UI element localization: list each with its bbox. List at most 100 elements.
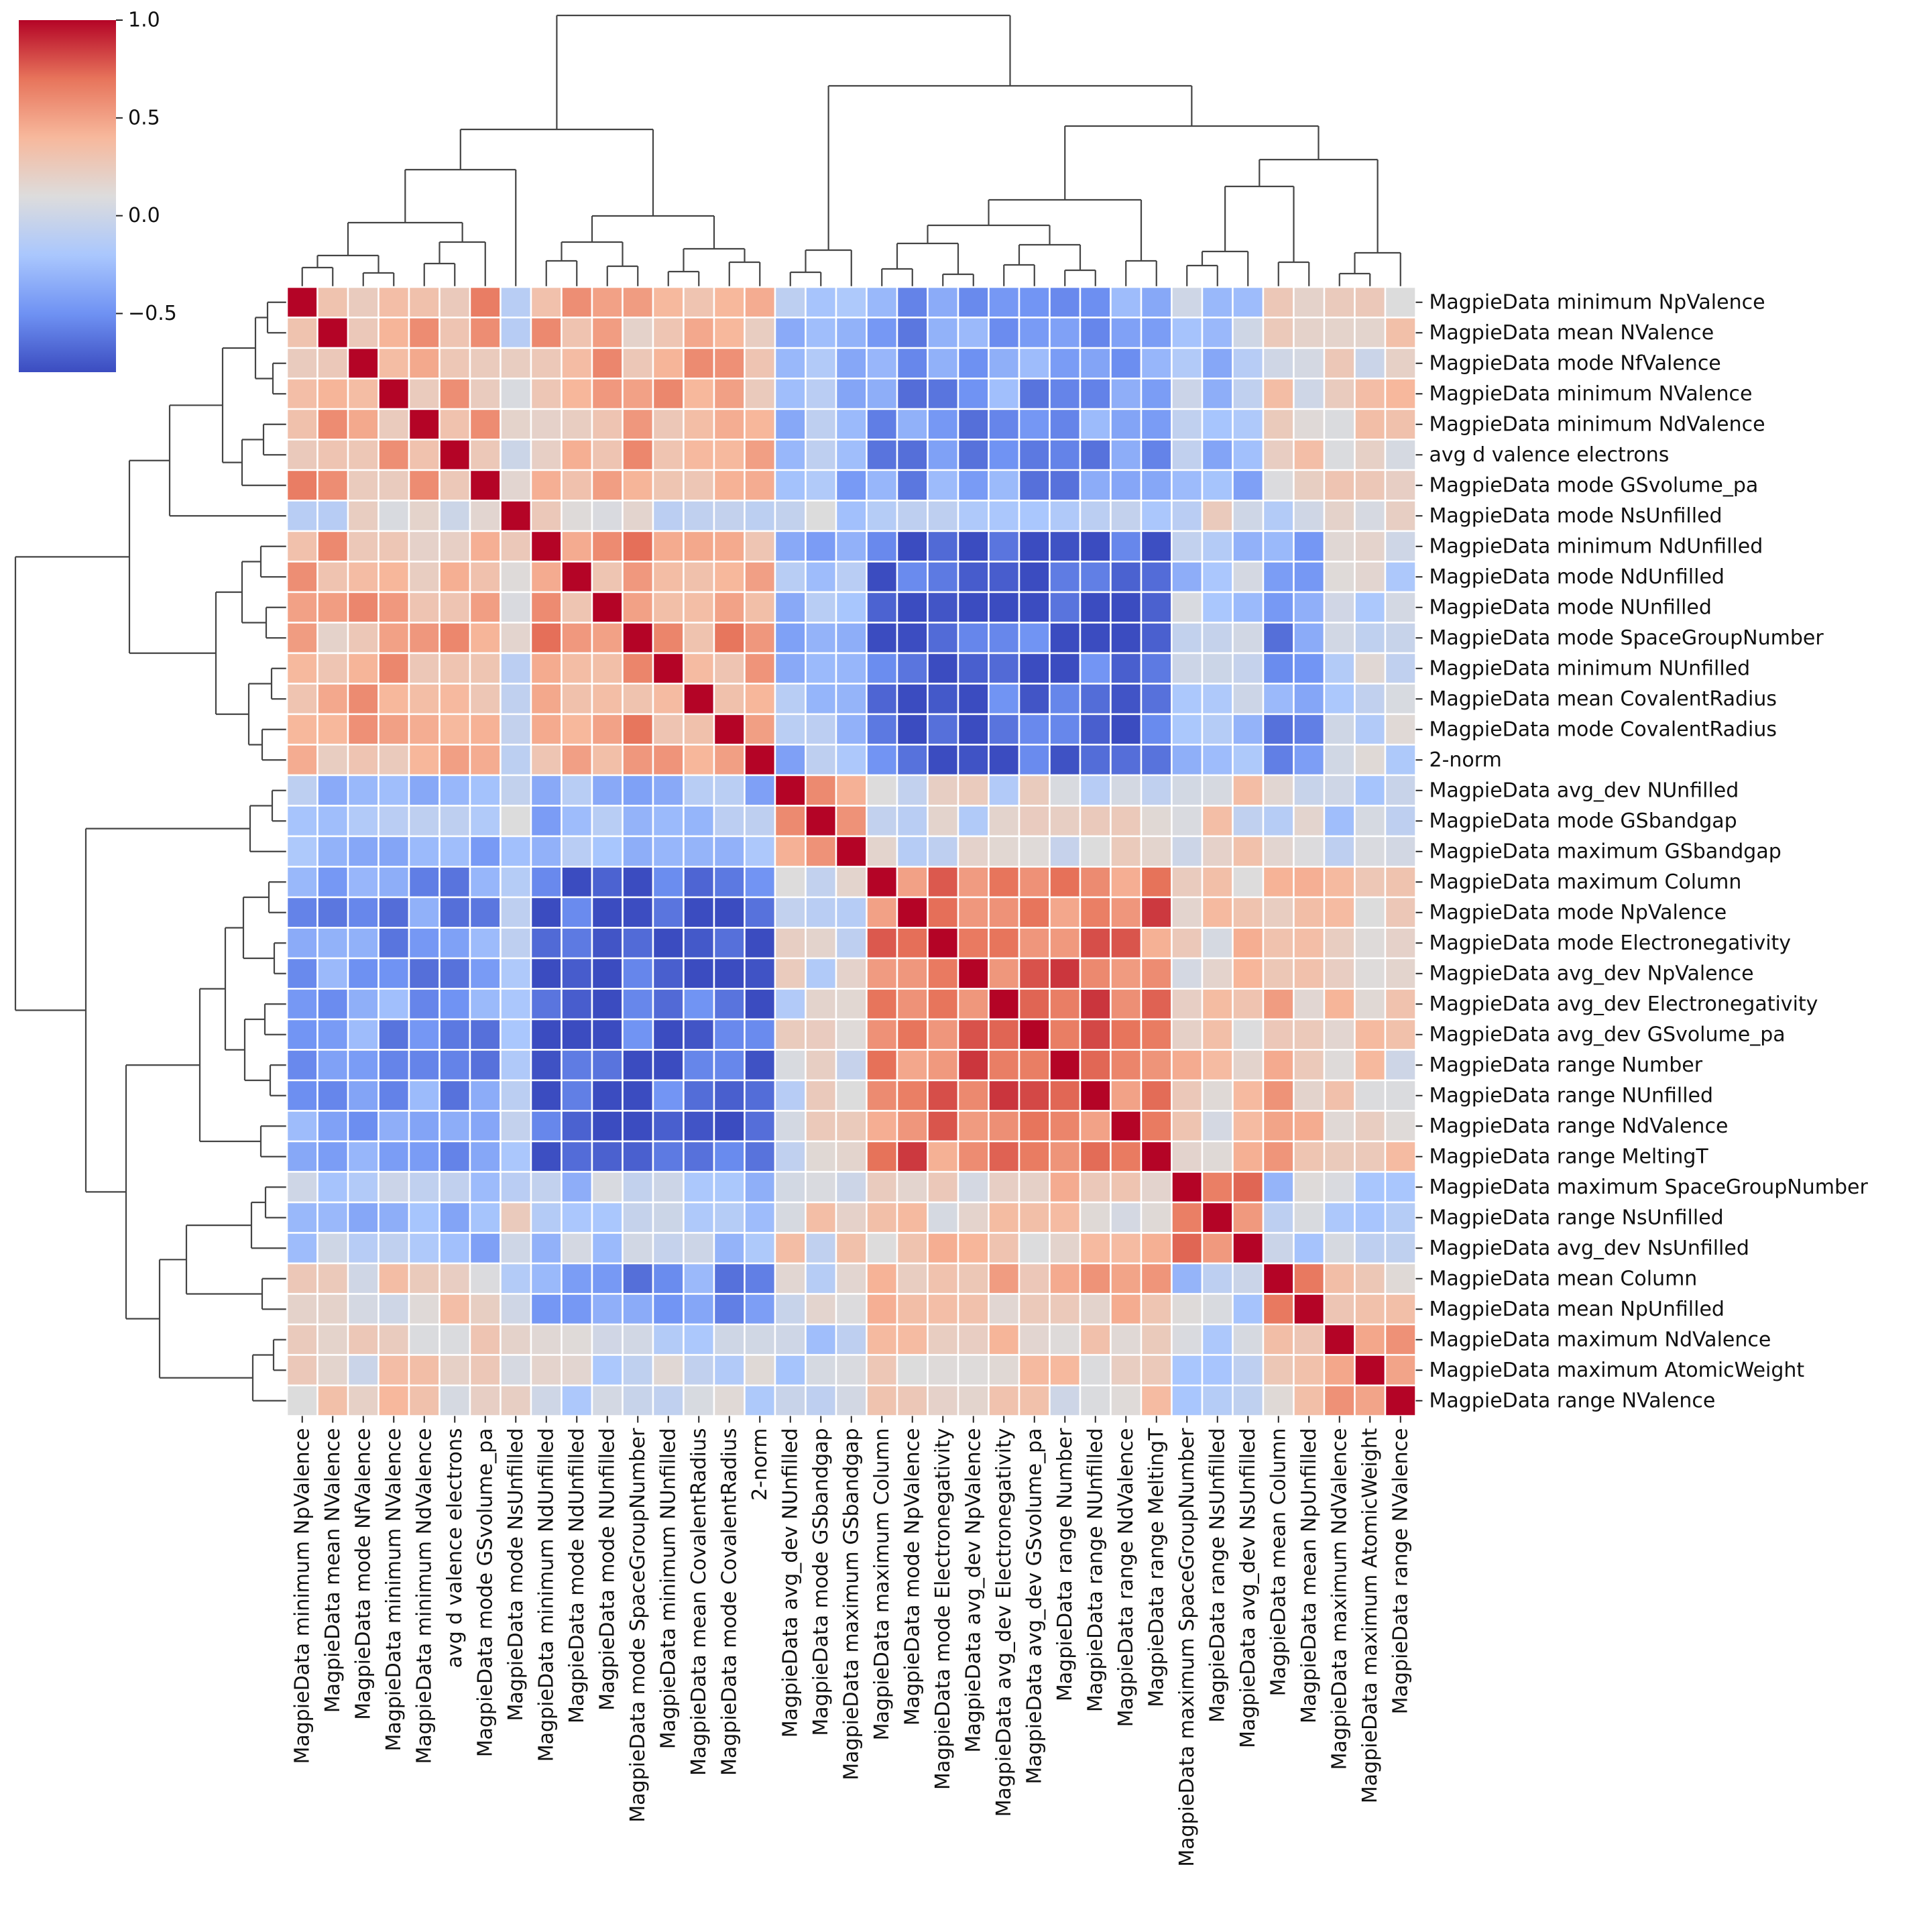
heatmap-cell (347, 1262, 379, 1295)
heatmap-cell (1049, 1354, 1082, 1387)
heatmap-cell (1262, 957, 1295, 990)
heatmap-cell (835, 1110, 868, 1143)
heatmap-cell (866, 652, 898, 685)
heatmap-cell (1293, 927, 1326, 960)
heatmap-cell (1049, 378, 1082, 410)
heatmap-cell (286, 744, 318, 777)
heatmap-cell (1049, 1049, 1082, 1082)
heatmap-cell (500, 469, 532, 502)
heatmap-cell (866, 439, 898, 471)
heatmap-cell (1171, 286, 1204, 319)
column-label: MagpieData mean NpUnfilled (1297, 1428, 1321, 1723)
heatmap-cell (1232, 683, 1265, 716)
heatmap-cell (347, 805, 379, 838)
heatmap-cell (530, 744, 563, 777)
heatmap-cell (286, 1079, 318, 1112)
heatmap-cell (561, 1110, 593, 1143)
heatmap-cell (1018, 469, 1051, 502)
heatmap-cell (866, 591, 898, 624)
heatmap-cell (683, 1323, 715, 1356)
heatmap-cell (561, 652, 593, 685)
heatmap-cell (1232, 1354, 1265, 1387)
heatmap-cell (1049, 1201, 1082, 1234)
heatmap-cell (683, 866, 715, 899)
heatmap-cell (896, 1293, 929, 1326)
heatmap-cell (408, 805, 441, 838)
heatmap-cell (1079, 1049, 1112, 1082)
heatmap-cell (1384, 957, 1417, 990)
heatmap-cell (500, 1293, 532, 1326)
heatmap-cell (561, 1323, 593, 1356)
heatmap-cell (408, 1079, 441, 1112)
heatmap-cell (622, 408, 654, 441)
heatmap-cell (500, 1201, 532, 1234)
heatmap-cell (957, 652, 990, 685)
heatmap-cell (1110, 1201, 1143, 1234)
heatmap-cell (1354, 1110, 1387, 1143)
heatmap-cell (1293, 317, 1326, 349)
heatmap-cell (408, 347, 441, 380)
column-label: MagpieData minimum NdUnfilled (534, 1428, 558, 1762)
heatmap-cell (1323, 1171, 1356, 1204)
heatmap-cell (591, 1262, 624, 1295)
heatmap-cell (408, 530, 441, 563)
heatmap-cell (927, 1293, 959, 1326)
heatmap-cell (1323, 805, 1356, 838)
heatmap-cell (1140, 774, 1173, 807)
heatmap-cell (713, 1262, 746, 1295)
heatmap-cell (957, 317, 990, 349)
heatmap-cell (622, 774, 654, 807)
heatmap-cell (1293, 896, 1326, 929)
heatmap-cell (988, 622, 1020, 655)
heatmap-cell (500, 683, 532, 716)
heatmap-cell (652, 347, 685, 380)
heatmap-cell (1018, 378, 1051, 410)
row-label: MagpieData mode CovalentRadius (1429, 718, 1777, 741)
heatmap-cell (866, 713, 898, 746)
heatmap-cell (500, 927, 532, 960)
heatmap-cell (1293, 561, 1326, 593)
heatmap-cell (835, 1384, 868, 1417)
heatmap-cell (744, 1354, 776, 1387)
heatmap-cell (1079, 347, 1112, 380)
heatmap-cell (1384, 896, 1417, 929)
row-label: MagpieData range Number (1429, 1054, 1703, 1077)
heatmap-cell (1018, 1079, 1051, 1112)
heatmap-cell (1018, 713, 1051, 746)
heatmap-cell (377, 1049, 410, 1082)
heatmap-cell (683, 530, 715, 563)
heatmap-cell (896, 744, 929, 777)
heatmap-cell (439, 622, 471, 655)
heatmap-cell (1293, 988, 1326, 1021)
heatmap-cell (1232, 744, 1265, 777)
heatmap-cell (530, 317, 563, 349)
column-label: MagpieData avg_dev NpValence (961, 1428, 985, 1753)
column-label: MagpieData range MeltingT (1145, 1428, 1168, 1707)
heatmap-cell (622, 469, 654, 502)
column-label: MagpieData minimum NUnfilled (656, 1428, 680, 1750)
heatmap-cell (469, 896, 502, 929)
heatmap-cell (1201, 1354, 1234, 1387)
heatmap-cell (805, 805, 837, 838)
heatmap-cell (774, 896, 807, 929)
row-label: MagpieData range NUnfilled (1429, 1084, 1714, 1107)
heatmap-cell (713, 927, 746, 960)
heatmap-cell (1323, 866, 1356, 899)
heatmap-cell (1354, 591, 1387, 624)
heatmap-cell (683, 774, 715, 807)
heatmap-cell (622, 957, 654, 990)
heatmap-cell (1079, 1293, 1112, 1326)
heatmap-cell (1384, 1018, 1417, 1051)
heatmap-cell (500, 1140, 532, 1173)
heatmap-cell (500, 866, 532, 899)
heatmap-cell (774, 1171, 807, 1204)
heatmap-cell (1262, 1049, 1295, 1082)
heatmap-cell (1201, 1110, 1234, 1143)
heatmap-cell (622, 286, 654, 319)
heatmap-cell (1201, 347, 1234, 380)
heatmap-cell (744, 286, 776, 319)
heatmap-cell (591, 774, 624, 807)
heatmap-cell (774, 591, 807, 624)
heatmap-cell (1171, 896, 1204, 929)
